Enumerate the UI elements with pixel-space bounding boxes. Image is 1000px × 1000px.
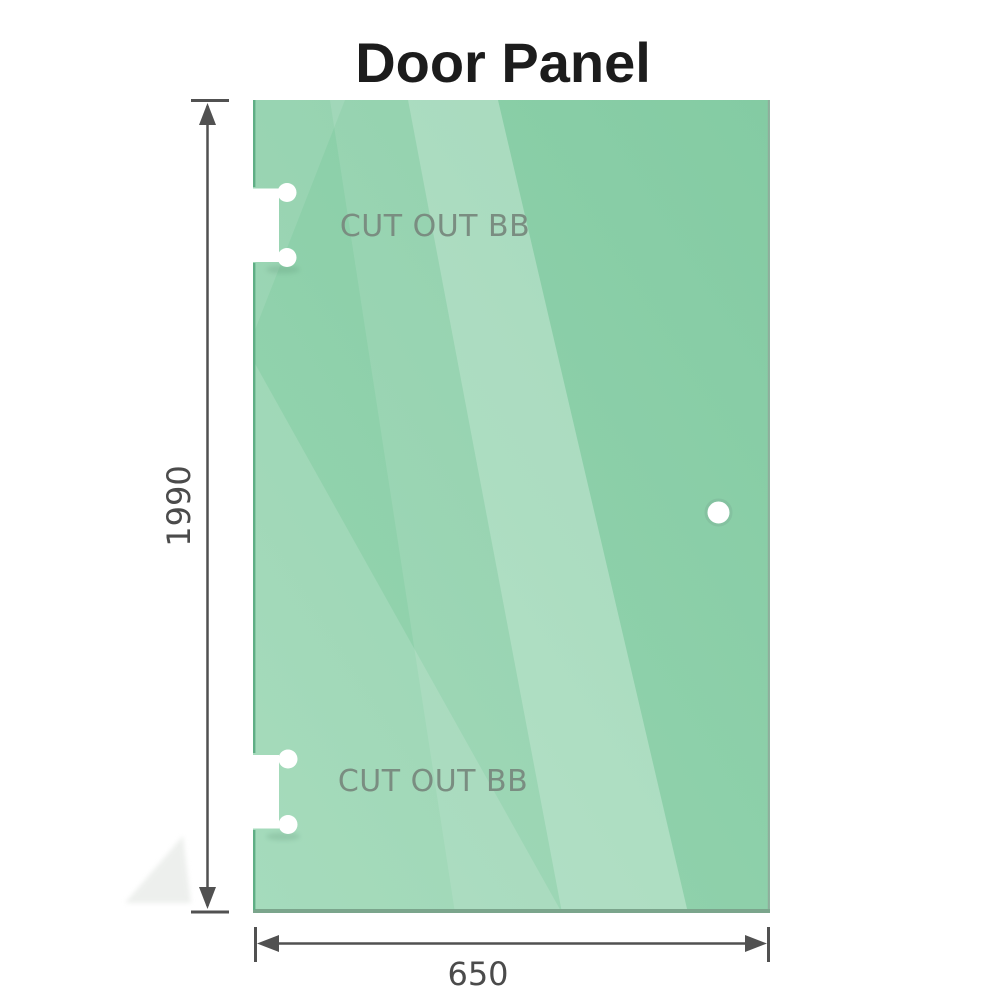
width-dimension-label: 650 <box>447 955 508 993</box>
glass-surface <box>253 100 770 913</box>
cutout-shadow <box>266 265 300 274</box>
diagram-title: Door Panel <box>355 31 651 94</box>
arrow-up-icon <box>199 103 216 125</box>
hinge-cutout-top <box>251 183 300 274</box>
cutout-shadow <box>266 832 300 841</box>
cutout-lobe-top <box>278 749 298 769</box>
height-dimension-label: 1990 <box>160 465 198 546</box>
cutout-lobe-bottom <box>278 815 298 834</box>
cutout-body <box>251 188 279 262</box>
cutout-label-bottom: CUT OUT BB <box>338 764 528 799</box>
cutout-body <box>251 755 279 829</box>
cutout-lobe-top <box>277 183 297 202</box>
cutout-lobe-bottom <box>277 248 297 267</box>
arrow-right-icon <box>745 935 767 952</box>
background-smudge <box>125 836 191 903</box>
height-arrows <box>199 103 216 909</box>
hinge-cutout-bottom <box>251 749 300 841</box>
width-dimension <box>254 927 770 962</box>
cutout-label-top: CUT OUT BB <box>340 209 530 244</box>
handle-hole <box>704 498 733 527</box>
reflection-streak-main <box>408 100 688 913</box>
arrow-down-icon <box>199 887 216 909</box>
reflection-wash-bottom-left <box>253 360 562 913</box>
arrow-left-icon <box>257 935 279 952</box>
height-dimension <box>191 99 229 914</box>
cutout-labels: CUT OUT BB CUT OUT BB <box>338 209 530 799</box>
glass-panel <box>252 100 770 913</box>
width-arrows <box>257 935 767 952</box>
reflection-streak-left <box>330 100 562 913</box>
glass-reflections <box>253 100 688 913</box>
reflection-wash-top-left <box>253 100 345 335</box>
